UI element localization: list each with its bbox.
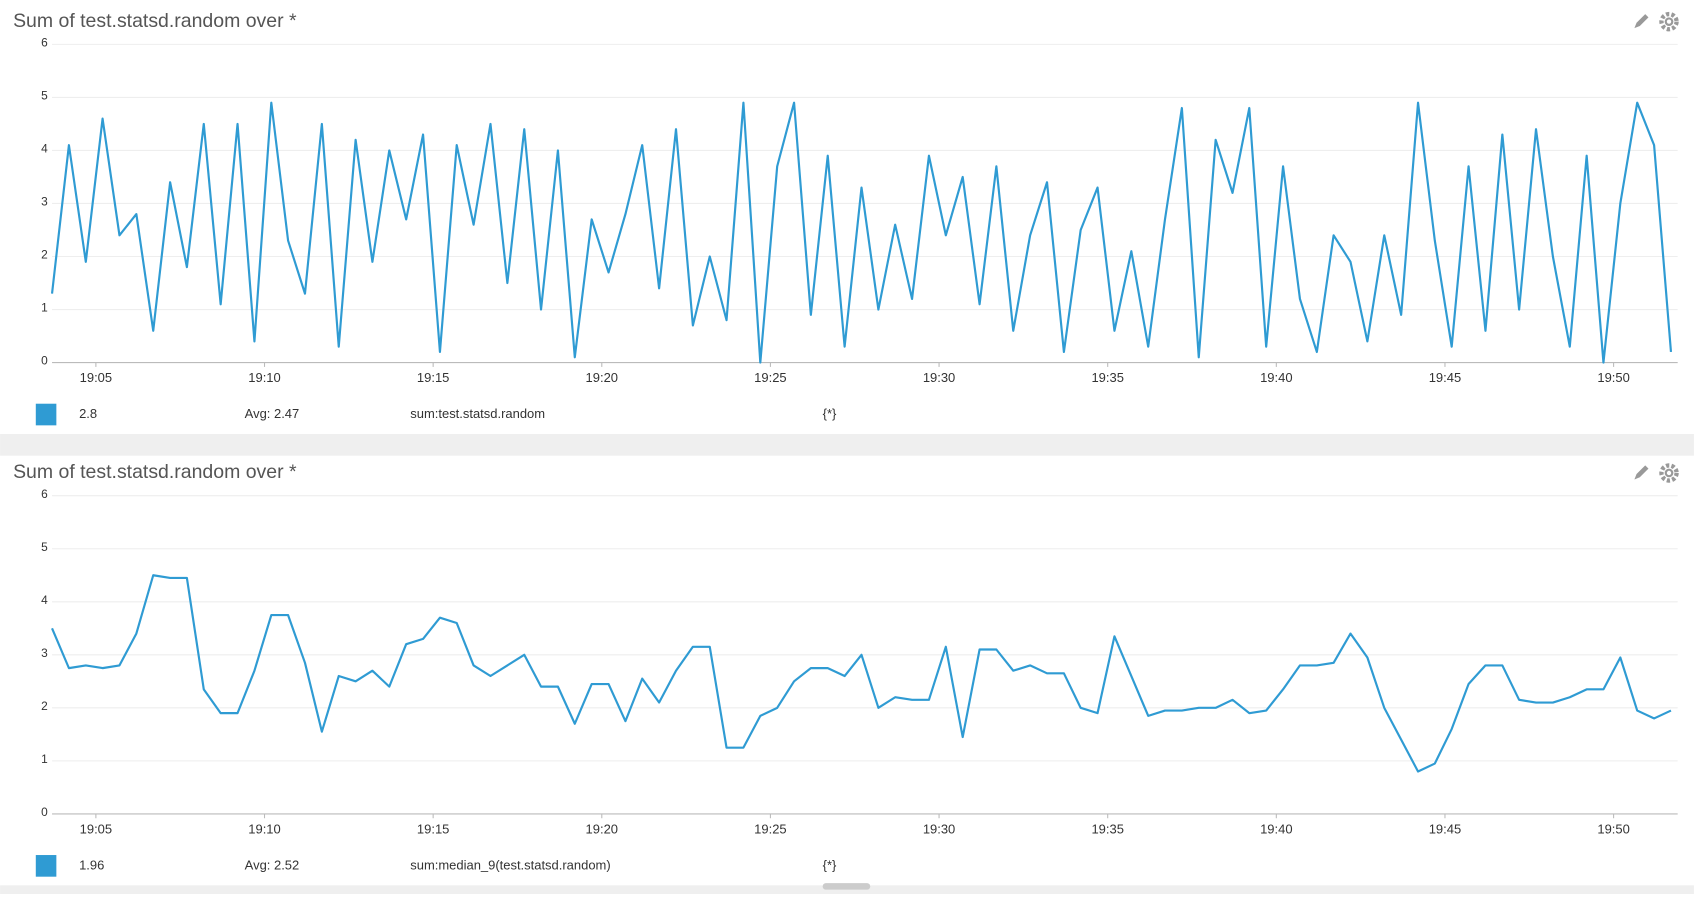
x-tick-label: 19:05 <box>80 822 112 837</box>
y-tick-label: 0 <box>41 805 48 819</box>
y-tick-label: 3 <box>41 195 48 209</box>
x-tick-label: 19:10 <box>248 822 280 837</box>
x-tick-label: 19:05 <box>80 370 112 385</box>
panel-title: Sum of test.statsd.random over * <box>13 10 297 32</box>
y-tick-label: 4 <box>41 593 48 607</box>
y-tick-label: 0 <box>41 354 48 368</box>
x-tick-label: 19:35 <box>1091 822 1123 837</box>
panel-separator <box>0 434 1694 456</box>
x-tick-label: 19:25 <box>754 370 786 385</box>
legend-scope: {*} <box>823 406 837 421</box>
edit-icon[interactable] <box>1634 14 1649 29</box>
x-tick-label: 19:10 <box>248 370 280 385</box>
y-tick-label: 4 <box>41 142 48 156</box>
x-tick-label: 19:15 <box>417 822 449 837</box>
x-tick-label: 19:20 <box>586 822 618 837</box>
x-tick-label: 19:25 <box>754 822 786 837</box>
panel-title: Sum of test.statsd.random over * <box>13 461 297 483</box>
y-tick-label: 2 <box>41 248 48 262</box>
x-tick-label: 19:20 <box>586 370 618 385</box>
x-tick-label: 19:35 <box>1091 370 1123 385</box>
legend-query: sum:test.statsd.random <box>410 406 545 421</box>
y-tick-label: 3 <box>41 646 48 660</box>
x-tick-label: 19:45 <box>1429 370 1461 385</box>
y-tick-label: 1 <box>41 752 48 766</box>
x-tick-label: 19:50 <box>1597 822 1629 837</box>
x-tick-label: 19:40 <box>1260 370 1292 385</box>
resize-handle[interactable] <box>822 883 871 890</box>
edit-icon[interactable] <box>1634 465 1649 480</box>
y-tick-label: 6 <box>41 35 48 49</box>
x-tick-label: 19:30 <box>923 822 955 837</box>
legend-swatch <box>35 403 57 426</box>
legend-avg: Avg: 2.47 <box>245 406 300 421</box>
legend-scope: {*} <box>823 857 837 872</box>
legend-value: 2.8 <box>79 406 97 421</box>
series-line <box>51 574 1672 773</box>
legend-value: 1.96 <box>79 857 104 872</box>
y-tick-label: 5 <box>41 540 48 554</box>
x-tick-label: 19:45 <box>1429 822 1461 837</box>
x-tick-label: 19:40 <box>1260 822 1292 837</box>
y-tick-label: 5 <box>41 88 48 102</box>
legend-swatch <box>35 855 57 877</box>
x-tick-label: 19:30 <box>923 370 955 385</box>
y-tick-label: 2 <box>41 699 48 713</box>
legend-avg: Avg: 2.52 <box>245 857 300 872</box>
legend-query: sum:median_9(test.statsd.random) <box>410 857 610 872</box>
settings-icon[interactable] <box>1659 11 1679 32</box>
series-line <box>50 101 1673 364</box>
x-tick-label: 19:15 <box>417 370 449 385</box>
y-tick-label: 6 <box>41 487 48 501</box>
settings-icon[interactable] <box>1659 463 1679 483</box>
x-tick-label: 19:50 <box>1597 370 1629 385</box>
y-tick-label: 1 <box>41 301 48 315</box>
